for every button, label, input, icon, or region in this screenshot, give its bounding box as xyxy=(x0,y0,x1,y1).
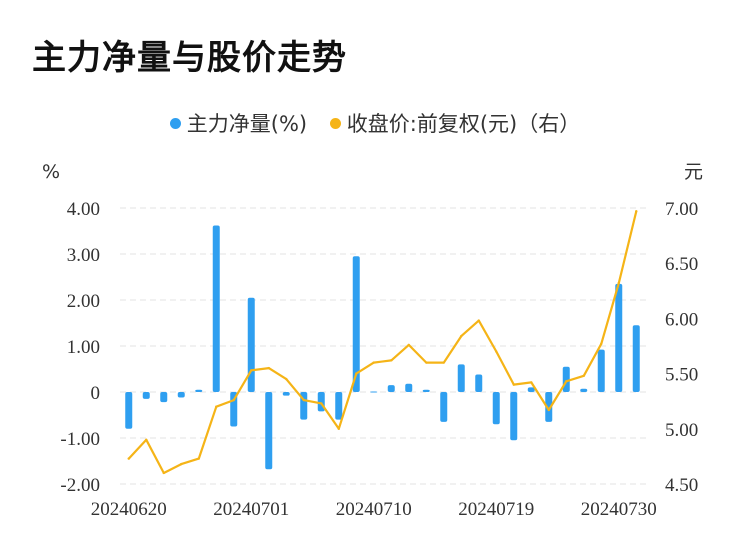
y-right-tick-label: 4.50 xyxy=(665,475,698,496)
bar[interactable] xyxy=(422,389,430,392)
price-point xyxy=(127,457,130,460)
price-point xyxy=(250,369,253,372)
bar[interactable] xyxy=(510,392,518,441)
y-right-tick-label: 5.00 xyxy=(665,420,698,441)
price-point xyxy=(197,457,200,460)
y-left-tick-label: -2.00 xyxy=(60,475,100,496)
price-point xyxy=(355,372,358,375)
legend-line-label: 收盘价:前复权(元)（右） xyxy=(346,112,581,136)
price-point xyxy=(145,438,148,442)
price-point xyxy=(530,381,533,384)
bar[interactable] xyxy=(580,388,588,392)
price-point xyxy=(582,374,585,378)
price-point xyxy=(372,361,375,364)
bar[interactable] xyxy=(492,392,500,425)
bar[interactable] xyxy=(142,392,150,399)
line-series xyxy=(127,210,638,475)
bar[interactable] xyxy=(405,383,413,392)
price-point xyxy=(600,342,603,345)
y-left-tick-label: 0 xyxy=(91,383,101,404)
price-point xyxy=(635,210,638,213)
x-tick-label: 20240620 xyxy=(91,499,167,520)
y-left-tick-label: -1.00 xyxy=(60,429,100,450)
bar[interactable] xyxy=(247,297,255,392)
price-point xyxy=(512,383,515,386)
bar[interactable] xyxy=(615,283,623,392)
price-point xyxy=(320,402,323,405)
legend: 主力净量(%) 收盘价:前复权(元)（右） xyxy=(0,108,750,138)
grid-lines xyxy=(120,207,647,485)
legend-line-marker xyxy=(329,117,341,129)
price-point xyxy=(267,366,270,370)
x-tick-label: 20240719 xyxy=(458,499,534,520)
bar[interactable] xyxy=(545,392,553,422)
price-point xyxy=(442,361,445,364)
price-point xyxy=(285,377,288,381)
bar[interactable] xyxy=(195,389,203,392)
bar[interactable] xyxy=(632,325,640,392)
bar[interactable] xyxy=(160,392,168,403)
price-point xyxy=(460,334,463,338)
bar[interactable] xyxy=(282,392,290,396)
x-tick-label: 20240701 xyxy=(213,499,289,520)
price-point xyxy=(477,319,480,322)
y-left-tick-label: 2.00 xyxy=(67,291,100,312)
bar[interactable] xyxy=(352,256,360,392)
x-tick-label: 20240730 xyxy=(581,499,657,520)
y-right-tick-label: 5.50 xyxy=(665,365,698,386)
price-point xyxy=(215,405,218,408)
price-line[interactable] xyxy=(127,210,638,475)
y-right-unit: 元 xyxy=(684,161,703,183)
bar[interactable] xyxy=(457,364,465,392)
y-left-tick-label: 4.00 xyxy=(67,199,100,220)
x-tick-label: 20240710 xyxy=(336,499,412,520)
price-point xyxy=(407,343,410,347)
bar[interactable] xyxy=(440,392,448,422)
legend-item-bar[interactable]: 主力净量(%) xyxy=(169,108,308,138)
y-right-tick-label: 6.50 xyxy=(665,254,698,275)
legend-bar-label: 主力净量(%) xyxy=(186,112,308,136)
y-left-tick-label: 3.00 xyxy=(67,245,100,266)
y-right-tick-label: 6.00 xyxy=(665,309,698,330)
chart-title: 主力净量与股价走势 xyxy=(32,38,347,78)
price-point xyxy=(547,408,550,412)
bar[interactable] xyxy=(177,392,185,398)
bar[interactable] xyxy=(387,385,395,392)
bar[interactable] xyxy=(475,374,483,392)
bar[interactable] xyxy=(212,225,220,392)
price-point xyxy=(180,462,183,466)
price-point xyxy=(425,361,428,364)
price-point xyxy=(232,398,235,402)
price-point xyxy=(302,398,305,402)
price-point xyxy=(162,471,165,475)
price-point xyxy=(495,350,498,353)
bar-series xyxy=(125,225,640,470)
bar[interactable] xyxy=(597,349,605,392)
bar[interactable] xyxy=(335,392,343,420)
y-left-unit: % xyxy=(42,161,60,183)
legend-item-line[interactable]: 收盘价:前复权(元)（右） xyxy=(329,108,581,138)
price-point xyxy=(617,281,620,285)
bar[interactable] xyxy=(562,366,570,392)
bar[interactable] xyxy=(370,391,378,393)
y-right-tick-label: 7.00 xyxy=(665,199,698,220)
bar[interactable] xyxy=(265,392,273,470)
price-point xyxy=(337,427,340,430)
axis-labels: 4.00 3.00 2.00 1.00 0 -1.00 -2.00 7.00 6.50 6.00 5… xyxy=(60,199,698,520)
bar[interactable] xyxy=(125,392,133,429)
y-left-tick-label: 1.00 xyxy=(67,337,100,358)
price-point xyxy=(390,359,393,362)
legend-bar-marker xyxy=(169,117,181,129)
bar[interactable] xyxy=(527,387,535,392)
price-point xyxy=(565,380,568,383)
